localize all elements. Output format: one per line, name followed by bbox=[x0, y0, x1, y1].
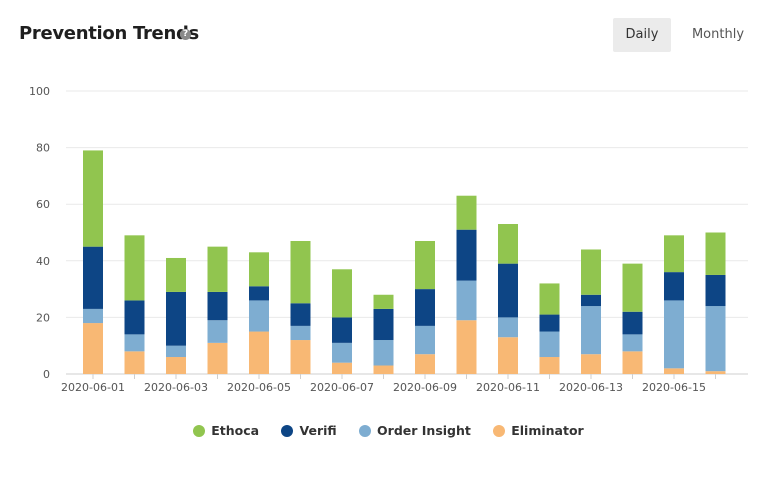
bar-verifi-2020-06-05[interactable] bbox=[249, 286, 269, 301]
bar-ethoca-2020-06-04[interactable] bbox=[207, 246, 228, 292]
bar-order-insight-2020-06-12[interactable] bbox=[539, 331, 560, 358]
page-title: Prevention Trends bbox=[19, 23, 199, 44]
bar-eliminator-2020-06-01[interactable] bbox=[83, 323, 103, 374]
x-tick-label: 2020-06-05 bbox=[227, 381, 291, 394]
bar-verifi-2020-06-06[interactable] bbox=[290, 303, 311, 326]
bar-order-insight-2020-06-05[interactable] bbox=[249, 300, 269, 332]
bar-ethoca-2020-06-08[interactable] bbox=[373, 294, 394, 309]
legend-item-ethoca[interactable]: Ethoca bbox=[193, 423, 259, 438]
bar-order-insight-2020-06-07[interactable] bbox=[332, 342, 352, 363]
monthly-toggle-button[interactable]: Monthly bbox=[691, 27, 745, 42]
bar-verifi-2020-06-07[interactable] bbox=[332, 317, 352, 343]
bar-verifi-2020-06-04[interactable] bbox=[207, 291, 228, 321]
bar-verifi-2020-06-14[interactable] bbox=[622, 311, 643, 335]
y-tick-label: 60 bbox=[36, 198, 50, 211]
bar-ethoca-2020-06-15[interactable] bbox=[664, 235, 684, 273]
legend-label-eliminator: Eliminator bbox=[511, 423, 584, 438]
bar-eliminator-2020-06-04[interactable] bbox=[207, 342, 228, 374]
bar-ethoca-2020-06-12[interactable] bbox=[539, 283, 560, 315]
bar-ethoca-2020-06-10[interactable] bbox=[456, 195, 477, 230]
bar-verifi-2020-06-10[interactable] bbox=[456, 229, 477, 281]
bar-order-insight-2020-06-03[interactable] bbox=[166, 345, 186, 358]
bar-eliminator-2020-06-06[interactable] bbox=[290, 340, 311, 374]
bar-verifi-2020-06-15[interactable] bbox=[664, 272, 684, 301]
bar-verifi-2020-06-08[interactable] bbox=[373, 308, 394, 341]
bar-eliminator-2020-06-16[interactable] bbox=[705, 371, 726, 374]
bar-verifi-2020-06-12[interactable] bbox=[539, 314, 560, 332]
bar-eliminator-2020-06-13[interactable] bbox=[581, 354, 601, 374]
bar-order-insight-2020-06-11[interactable] bbox=[498, 317, 518, 338]
y-tick-label: 20 bbox=[36, 311, 50, 324]
bar-eliminator-2020-06-08[interactable] bbox=[373, 365, 394, 374]
legend-swatch-ethoca bbox=[193, 425, 206, 437]
bar-ethoca-2020-06-05[interactable] bbox=[249, 252, 269, 287]
legend-swatch-order-insight bbox=[359, 425, 372, 437]
x-tick-label: 2020-06-13 bbox=[559, 381, 623, 394]
bar-order-insight-2020-06-13[interactable] bbox=[581, 306, 601, 355]
bar-eliminator-2020-06-14[interactable] bbox=[622, 351, 643, 374]
x-tick-label: 2020-06-11 bbox=[476, 381, 540, 394]
bar-order-insight-2020-06-06[interactable] bbox=[290, 325, 311, 341]
x-tick-label: 2020-06-01 bbox=[61, 381, 125, 394]
bar-eliminator-2020-06-07[interactable] bbox=[332, 362, 352, 374]
bar-verifi-2020-06-02[interactable] bbox=[124, 300, 145, 335]
chart-legend: Ethoca Verifi Order Insight Eliminator bbox=[0, 423, 777, 438]
bar-eliminator-2020-06-15[interactable] bbox=[664, 368, 684, 374]
bar-verifi-2020-06-16[interactable] bbox=[705, 274, 726, 307]
legend-label-verifi: Verifi bbox=[299, 423, 337, 438]
x-tick-label: 2020-06-07 bbox=[310, 381, 374, 394]
y-tick-label: 0 bbox=[43, 368, 50, 381]
bar-order-insight-2020-06-08[interactable] bbox=[373, 340, 394, 366]
bar-eliminator-2020-06-02[interactable] bbox=[124, 351, 145, 374]
bar-eliminator-2020-06-03[interactable] bbox=[166, 357, 186, 374]
legend-swatch-eliminator bbox=[493, 425, 506, 437]
bar-verifi-2020-06-09[interactable] bbox=[415, 289, 435, 326]
bar-eliminator-2020-06-05[interactable] bbox=[249, 331, 269, 374]
bar-order-insight-2020-06-01[interactable] bbox=[83, 308, 103, 324]
y-tick-label: 40 bbox=[36, 255, 50, 268]
bar-eliminator-2020-06-12[interactable] bbox=[539, 357, 560, 374]
bar-ethoca-2020-06-03[interactable] bbox=[166, 257, 186, 292]
x-tick-label: 2020-06-15 bbox=[642, 381, 706, 394]
legend-item-order-insight[interactable]: Order Insight bbox=[359, 423, 471, 438]
x-tick-label: 2020-06-03 bbox=[144, 381, 208, 394]
bar-verifi-2020-06-11[interactable] bbox=[498, 263, 518, 318]
y-tick-label: 80 bbox=[36, 142, 50, 155]
legend-swatch-verifi bbox=[281, 425, 294, 437]
bar-ethoca-2020-06-13[interactable] bbox=[581, 249, 601, 295]
bar-verifi-2020-06-01[interactable] bbox=[83, 246, 103, 309]
bar-verifi-2020-06-13[interactable] bbox=[581, 294, 601, 307]
bar-order-insight-2020-06-14[interactable] bbox=[622, 334, 643, 352]
legend-label-ethoca: Ethoca bbox=[211, 423, 260, 438]
legend-item-verifi[interactable]: Verifi bbox=[281, 423, 337, 438]
y-tick-label: 100 bbox=[29, 85, 50, 98]
bar-order-insight-2020-06-09[interactable] bbox=[415, 325, 435, 355]
bar-ethoca-2020-06-07[interactable] bbox=[332, 269, 352, 318]
bar-order-insight-2020-06-02[interactable] bbox=[124, 334, 145, 352]
bar-ethoca-2020-06-02[interactable] bbox=[124, 235, 145, 301]
bar-order-insight-2020-06-04[interactable] bbox=[207, 320, 228, 343]
bar-ethoca-2020-06-11[interactable] bbox=[498, 224, 518, 264]
bar-order-insight-2020-06-15[interactable] bbox=[664, 300, 684, 369]
bar-ethoca-2020-06-01[interactable] bbox=[83, 150, 103, 247]
bar-verifi-2020-06-03[interactable] bbox=[166, 291, 186, 346]
bar-eliminator-2020-06-11[interactable] bbox=[498, 337, 518, 374]
bar-eliminator-2020-06-09[interactable] bbox=[415, 354, 435, 374]
x-tick-label: 2020-06-09 bbox=[393, 381, 457, 394]
bar-ethoca-2020-06-09[interactable] bbox=[415, 240, 435, 290]
bar-order-insight-2020-06-10[interactable] bbox=[456, 280, 477, 321]
legend-item-eliminator[interactable]: Eliminator bbox=[493, 423, 584, 438]
question-circle-icon[interactable]: ? bbox=[180, 29, 191, 40]
legend-label-order-insight: Order Insight bbox=[377, 423, 471, 438]
bar-ethoca-2020-06-06[interactable] bbox=[290, 240, 311, 304]
bar-eliminator-2020-06-10[interactable] bbox=[456, 320, 477, 374]
bar-ethoca-2020-06-14[interactable] bbox=[622, 263, 643, 312]
bar-ethoca-2020-06-16[interactable] bbox=[705, 232, 726, 275]
daily-toggle-button[interactable]: Daily bbox=[613, 18, 671, 52]
bar-order-insight-2020-06-16[interactable] bbox=[705, 306, 726, 372]
